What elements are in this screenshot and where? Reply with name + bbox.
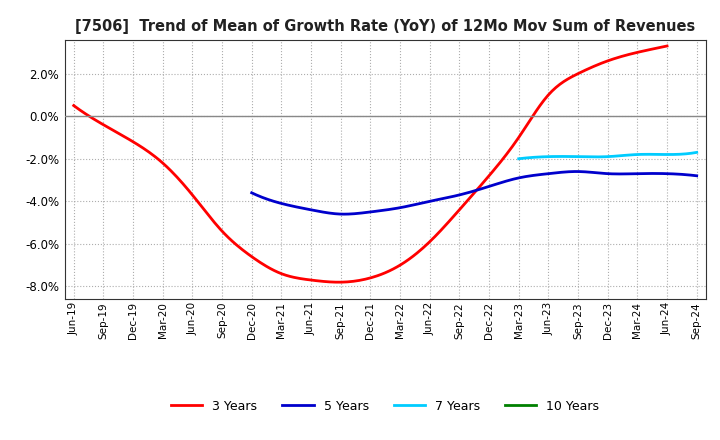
Line: 3 Years: 3 Years xyxy=(73,46,667,282)
3 Years xyxy=(69,103,78,108)
5 Years xyxy=(626,171,634,176)
5 Years xyxy=(514,176,523,181)
5 Years xyxy=(521,174,530,179)
3 Years xyxy=(336,279,344,285)
5 Years xyxy=(693,173,701,179)
3 Years xyxy=(434,230,443,235)
3 Years xyxy=(425,240,433,245)
3 Years xyxy=(423,242,431,247)
5 Years xyxy=(340,212,348,217)
5 Years xyxy=(248,190,256,195)
7 Years xyxy=(665,152,673,157)
Line: 7 Years: 7 Years xyxy=(518,152,697,159)
5 Years xyxy=(572,169,580,174)
3 Years xyxy=(572,72,580,77)
Line: 5 Years: 5 Years xyxy=(252,172,697,214)
5 Years xyxy=(654,171,662,176)
7 Years xyxy=(675,152,684,157)
3 Years xyxy=(662,44,671,49)
7 Years xyxy=(514,156,523,161)
7 Years xyxy=(693,150,701,155)
7 Years xyxy=(515,156,523,161)
5 Years xyxy=(249,191,258,196)
7 Years xyxy=(620,153,629,158)
7 Years xyxy=(624,153,632,158)
3 Years xyxy=(71,104,80,110)
5 Years xyxy=(513,176,521,181)
Title: [7506]  Trend of Mean of Growth Rate (YoY) of 12Mo Mov Sum of Revenues: [7506] Trend of Mean of Growth Rate (YoY… xyxy=(75,19,696,34)
Legend: 3 Years, 5 Years, 7 Years, 10 Years: 3 Years, 5 Years, 7 Years, 10 Years xyxy=(166,395,604,418)
3 Years xyxy=(609,56,618,62)
7 Years xyxy=(621,153,629,158)
